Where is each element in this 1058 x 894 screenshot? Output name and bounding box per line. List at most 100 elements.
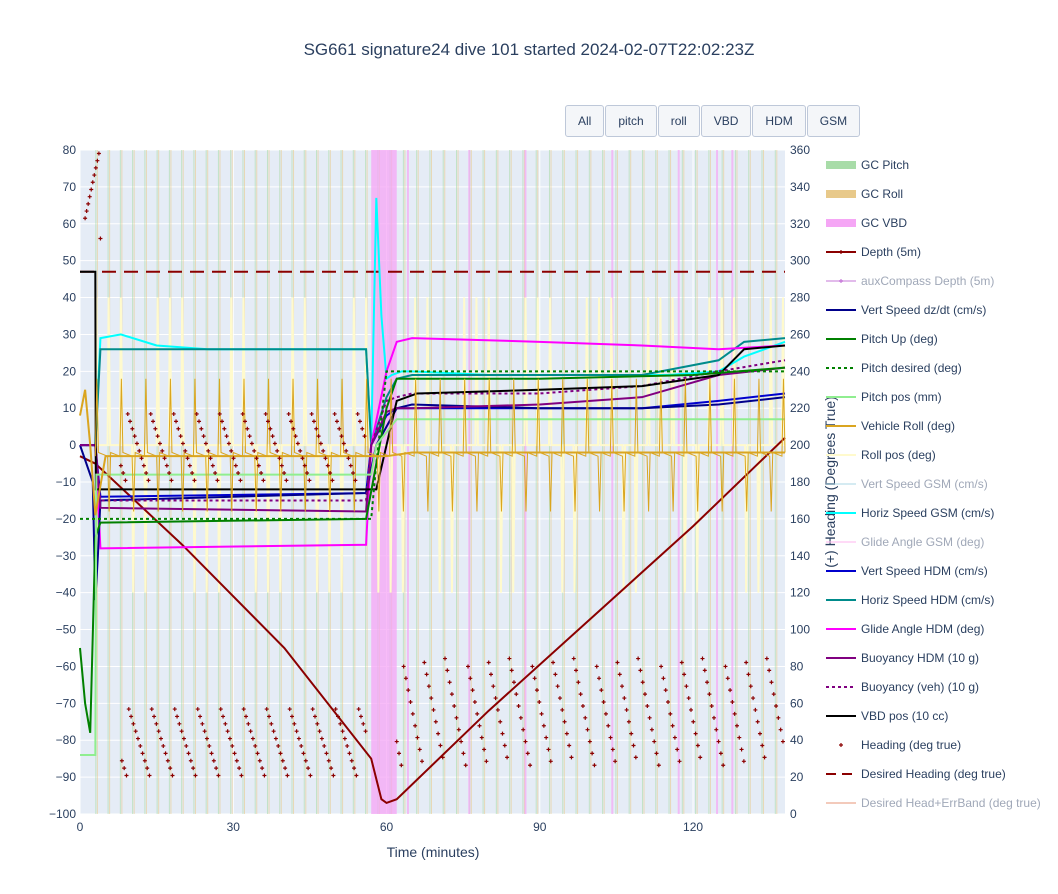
legend-item[interactable]: Desired Head+ErrBand (deg true) [826, 796, 1041, 810]
heading-marker [218, 707, 223, 712]
legend-item[interactable]: Depth (5m) [826, 245, 921, 259]
legend-item[interactable]: GC Pitch [826, 158, 909, 172]
heading-marker [424, 672, 429, 677]
heading-marker [654, 751, 659, 756]
legend-item[interactable]: Horiz Speed HDM (cm/s) [826, 593, 994, 607]
hdm-button[interactable]: HDM [752, 105, 806, 137]
heading-marker [160, 448, 165, 453]
heading-marker [231, 456, 236, 461]
heading-marker [259, 470, 264, 475]
roll-button[interactable]: roll [657, 105, 700, 137]
heading-marker [638, 668, 643, 673]
heading-marker [608, 735, 613, 740]
legend-marker [839, 250, 843, 254]
legend-item[interactable]: auxCompass Depth (5m) [826, 274, 994, 288]
legend-item[interactable]: Pitch pos (mm) [826, 390, 942, 404]
heading-marker [530, 664, 535, 669]
heading-marker [86, 201, 91, 206]
legend-label: Glide Angle GSM (deg) [861, 535, 984, 549]
heading-marker [292, 721, 297, 726]
gc-pitch-band [522, 150, 524, 814]
heading-marker [693, 731, 698, 736]
heading-marker [477, 723, 482, 728]
heading-marker [335, 714, 340, 719]
heading-marker [394, 739, 399, 744]
heading-marker [721, 763, 726, 768]
legend-item[interactable]: Glide Angle GSM (deg) [826, 535, 984, 549]
heading-marker [142, 758, 147, 763]
vbd-button[interactable]: VBD [700, 105, 752, 137]
heading-marker [163, 751, 168, 756]
legend-item[interactable]: Horiz Speed GSM (cm/s) [826, 506, 994, 520]
heading-marker [252, 448, 257, 453]
heading-marker [661, 676, 666, 681]
gc-pitch-band [482, 150, 484, 814]
heading-marker [670, 723, 675, 728]
heading-marker [399, 763, 404, 768]
heading-marker [613, 759, 618, 764]
legend-item[interactable]: Buoyancy HDM (10 g) [826, 651, 979, 665]
legend-item[interactable]: Pitch desired (deg) [826, 361, 962, 375]
heading-marker [505, 755, 510, 760]
heading-marker [417, 747, 422, 752]
legend-item[interactable]: Glide Angle HDM (deg) [826, 622, 984, 636]
heading-marker [546, 747, 551, 752]
legend-marker [839, 279, 843, 283]
heading-marker [227, 736, 232, 741]
legend-item[interactable]: Pitch Up (deg) [826, 332, 938, 346]
heading-marker [214, 766, 219, 771]
heading-marker [271, 729, 276, 734]
pitch-pos-mm-line [80, 418, 785, 756]
legend-label: Buoyancy (veh) (10 g) [861, 680, 979, 694]
heading-marker [324, 751, 329, 756]
legend-item[interactable]: Desired Heading (deg true) [826, 767, 1006, 781]
pitch-button[interactable]: pitch [605, 105, 657, 137]
heading-marker [191, 766, 196, 771]
heading-marker [730, 700, 735, 705]
heading-marker [610, 747, 615, 752]
y-right-tick-label: 340 [790, 180, 810, 194]
heading-marker [352, 766, 357, 771]
x-tick-label: 60 [380, 820, 394, 834]
heading-marker [294, 729, 299, 734]
heading-marker [199, 426, 204, 431]
legend-item[interactable]: Heading (deg true) [826, 738, 961, 752]
heading-marker [746, 672, 751, 677]
depth-5m-line [79, 437, 786, 805]
heading-marker [331, 773, 336, 778]
legend-item[interactable]: Buoyancy (veh) (10 g) [826, 680, 979, 694]
heading-marker [516, 703, 521, 708]
legend-item[interactable]: Vert Speed GSM (cm/s) [826, 477, 988, 491]
legend-item[interactable]: Vert Speed HDM (cm/s) [826, 564, 988, 578]
heading-marker [363, 729, 368, 734]
heading-marker [209, 751, 214, 756]
heading-marker [272, 441, 277, 446]
heading-marker [338, 721, 343, 726]
gc-roll-band [417, 150, 419, 814]
heading-marker [466, 664, 471, 669]
legend-item[interactable]: Vehicle Roll (deg) [826, 419, 955, 433]
heading-marker [440, 755, 445, 760]
heading-marker [629, 731, 634, 736]
all-button[interactable]: All [565, 105, 605, 137]
legend-item[interactable]: VBD pos (10 cc) [826, 709, 948, 723]
heading-marker [257, 758, 262, 763]
gc-pitch-band [708, 150, 710, 814]
legend-item[interactable]: Roll pos (deg) [826, 448, 936, 462]
legend-item[interactable]: GC Roll [826, 187, 903, 201]
heading-marker [266, 419, 270, 424]
heading-marker [344, 448, 349, 453]
heading-markers [83, 151, 785, 778]
heading-marker [617, 672, 622, 677]
legend-item[interactable]: GC VBD [826, 216, 907, 230]
heading-marker [326, 758, 331, 763]
heading-marker [606, 723, 611, 728]
legend-item[interactable]: Vert Speed dz/dt (cm/s) [826, 303, 986, 317]
gsm-button[interactable]: GSM [806, 105, 861, 137]
heading-marker [555, 684, 560, 689]
heading-marker [431, 707, 436, 712]
heading-marker [686, 696, 691, 701]
heading-marker [340, 729, 345, 734]
heading-marker [183, 448, 188, 453]
heading-marker [305, 470, 310, 475]
